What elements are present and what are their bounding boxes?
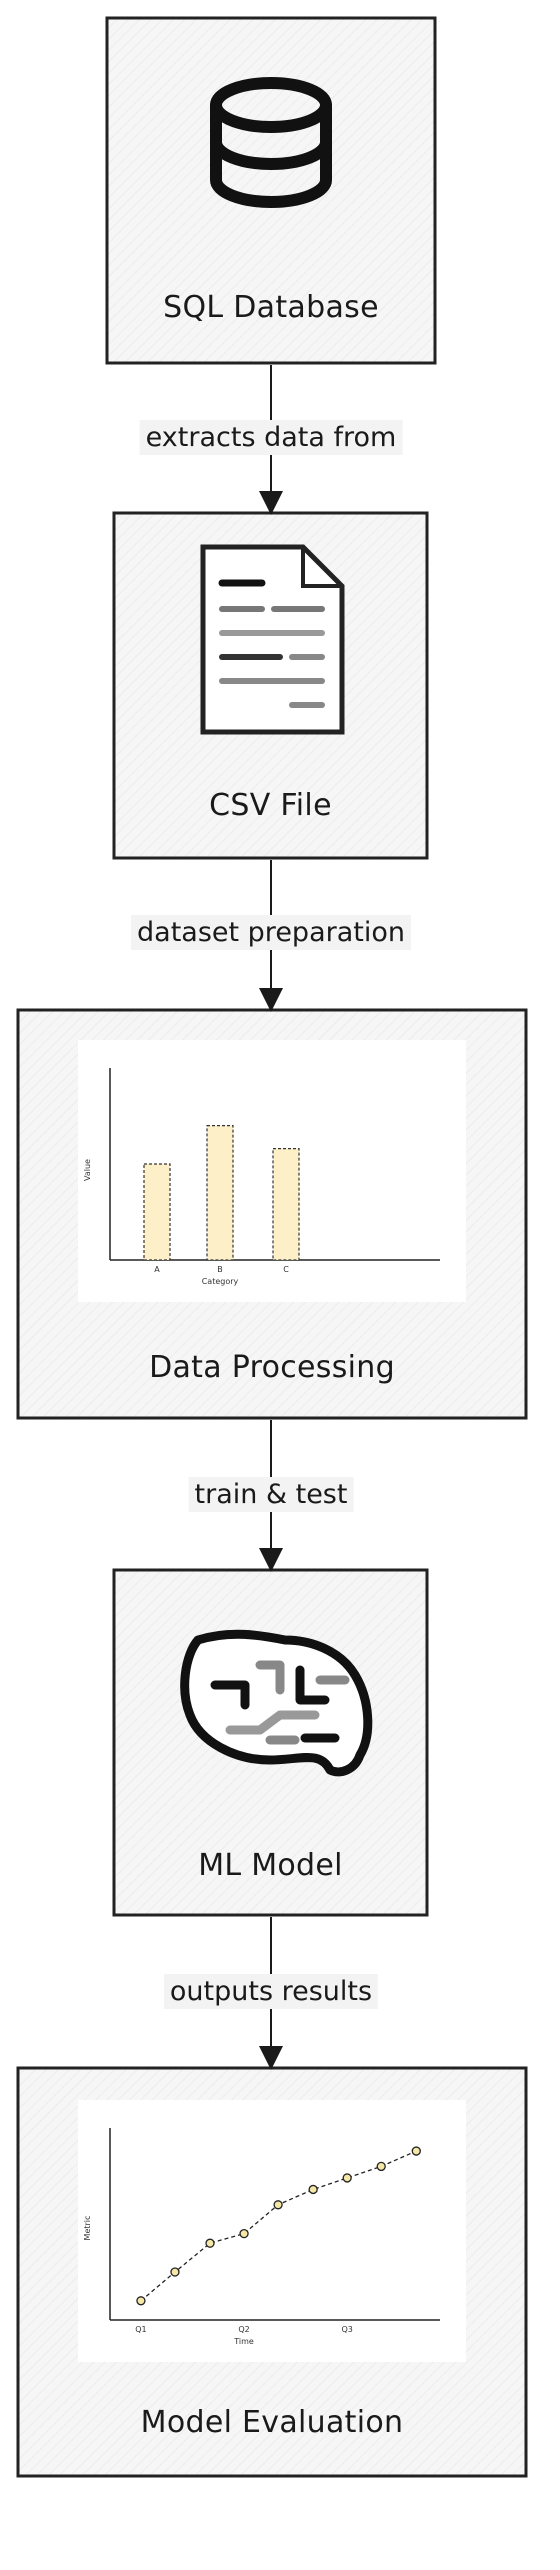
edge-label-model-eval: outputs results (163, 1974, 379, 2009)
line-point (411, 2146, 421, 2156)
bar-tick-label: A (154, 1265, 160, 1274)
line-chart-ylabel: Metric (83, 2216, 92, 2241)
line-point (308, 2184, 318, 2195)
line-point (273, 2200, 283, 2210)
bar-c (272, 1148, 300, 1261)
bar-chart-xlabel: Category (202, 1277, 239, 1286)
line-chart-xlabel: Time (233, 2337, 254, 2346)
node-label-model: ML Model (198, 1848, 343, 1883)
bar-chart: A B C Category Value (83, 1068, 440, 1286)
line-chart: Q1 Q2 Q3 Time Metric (83, 2128, 440, 2346)
node-label-csv: CSV File (209, 788, 332, 823)
node-label-processing: Data Processing (149, 1350, 395, 1385)
edge-label-csv-processing: dataset preparation (131, 915, 411, 950)
node-box-sql (105, 16, 437, 365)
line-tick-label: Q3 (341, 2325, 352, 2334)
edge-label-processing-model: train & test (188, 1477, 354, 1512)
bar-a (143, 1163, 171, 1261)
database-icon (210, 77, 332, 208)
node-label-eval: Model Evaluation (140, 2405, 404, 2440)
document-icon (200, 544, 345, 735)
line-point (342, 2173, 352, 2183)
line-point (205, 2238, 215, 2248)
bar-chart-panel (78, 1040, 466, 1302)
bar-tick-label: C (283, 1265, 289, 1274)
line-point (376, 2161, 386, 2172)
bar-b (206, 1124, 234, 1261)
line-tick-label: Q1 (135, 2325, 146, 2334)
brain-icon (180, 1629, 373, 1777)
line-point (239, 2228, 249, 2239)
line-point (170, 2267, 180, 2277)
bar-chart-ylabel: Value (83, 1159, 92, 1181)
line-chart-panel (78, 2100, 466, 2362)
node-label-sql: SQL Database (163, 290, 379, 325)
line-tick-label: Q2 (238, 2325, 249, 2334)
edge-label-sql-csv: extracts data from (139, 420, 403, 455)
bar-tick-label: B (217, 1265, 223, 1274)
line-point (136, 2296, 146, 2306)
